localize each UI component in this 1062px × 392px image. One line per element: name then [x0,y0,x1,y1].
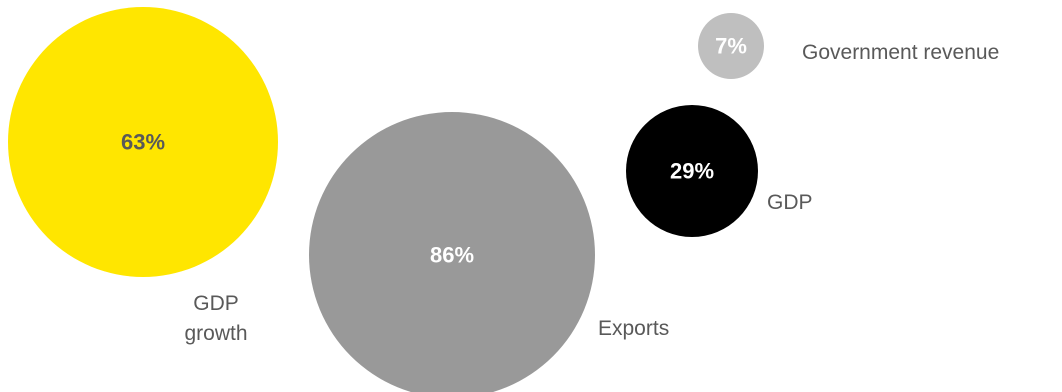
bubble-label-gdp: GDP [767,191,813,214]
bubble-value-gdp: 29% [670,159,714,184]
bubble-circle-exports [309,112,595,392]
bubble-government-revenue: 7% Government revenue [698,13,999,79]
bubble-label-government-revenue: Government revenue [802,41,999,64]
bubble-circle-government-revenue [698,13,764,79]
bubble-gdp-growth: 63% GDP growth [8,7,278,345]
bubble-label-exports: Exports [598,317,669,340]
bubble-label-gdp-growth: GDP growth [184,292,247,345]
bubble-value-gdp-growth: 63% [121,130,165,155]
bubble-value-government-revenue: 7% [715,34,747,59]
bubble-exports: 86% Exports [309,112,669,392]
bubble-circle-gdp [626,105,758,237]
bubble-gdp: 29% GDP [626,105,813,237]
bubble-value-exports: 86% [430,243,474,268]
bubble-circle-gdp-growth [8,7,278,277]
